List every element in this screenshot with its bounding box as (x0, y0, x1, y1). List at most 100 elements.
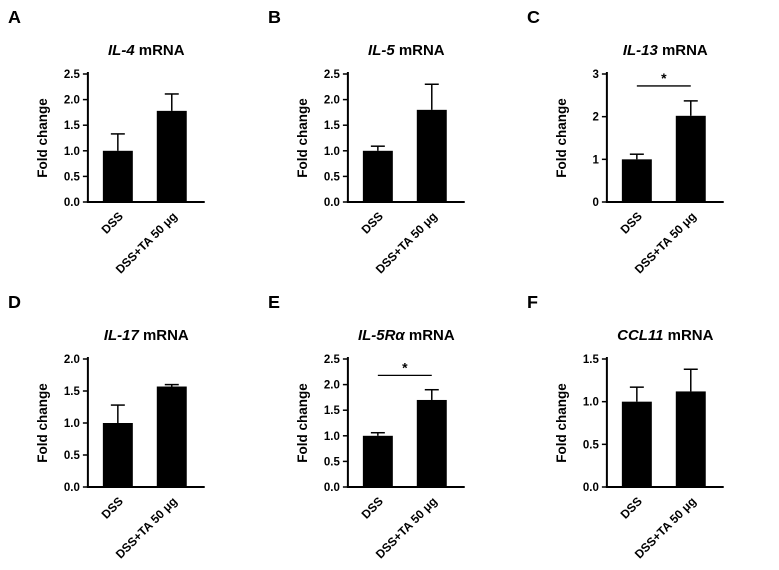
y-tick-label: 1.0 (324, 431, 340, 443)
bar-dss (622, 401, 653, 487)
panel-letter: E (268, 292, 280, 312)
chart-A: A IL-4 mRNA 0.0 0.5 1.0 1.5 2.0 2.5 Fold change D… (8, 7, 205, 276)
significance-star: * (661, 70, 667, 86)
y-tick-label: 0.0 (324, 482, 340, 494)
panel-title: IL-13 mRNA (623, 42, 708, 59)
x-tick-label: DSS (358, 209, 385, 236)
gene-name: CCL11 (618, 327, 664, 344)
y-tick-label: 1.0 (64, 146, 80, 158)
y-tick-label: 1.5 (324, 405, 341, 417)
panel-letter: A (8, 7, 21, 27)
panel-letter: D (8, 292, 21, 312)
y-tick-label: 2.5 (324, 354, 341, 366)
x-tick-label: DSS (618, 209, 645, 236)
bar-dss (622, 159, 653, 202)
panel-E: E IL-5Rα mRNA 0.0 0.5 1.0 1.5 2.0 2.5 Fold chang… (260, 285, 520, 570)
chart-B: B IL-5 mRNA 0.0 0.5 1.0 1.5 2.0 2.5 Fold change D… (268, 7, 465, 276)
bar-dss (102, 150, 133, 202)
error-bar-dss (110, 404, 125, 423)
error-bar-dss (370, 431, 385, 436)
error-bar-dss-ta-50-g (684, 100, 699, 116)
y-tick-label: 0.5 (64, 450, 81, 462)
gene-name: IL-13 (623, 42, 659, 59)
y-tick-label: 0.0 (583, 482, 599, 494)
y-tick-label: 1 (593, 154, 600, 166)
bar-dss-ta-50-g (676, 391, 707, 487)
error-bar-dss-ta-50-g (424, 83, 439, 110)
y-tick-label: 0.5 (324, 456, 341, 468)
title-suffix: mRNA (139, 327, 189, 344)
y-tick-label: 0.0 (64, 197, 80, 209)
y-tick-label: 0.5 (64, 171, 81, 183)
y-tick-label: 0.0 (324, 197, 340, 209)
error-bar-dss (370, 145, 385, 151)
bar-dss (362, 150, 393, 202)
chart-D: D IL-17 mRNA 0.0 0.5 1.0 1.5 2.0 Fold change DSS… (8, 292, 205, 561)
bar-dss-ta-50-g (676, 115, 707, 202)
y-axis-label: Fold change (295, 383, 310, 463)
error-bar-dss (630, 153, 645, 160)
y-tick-label: 2.0 (64, 95, 80, 107)
error-bar-dss-ta-50-g (424, 388, 439, 400)
bar-dss-ta-50-g (156, 110, 187, 202)
gene-name: IL-5 (368, 42, 395, 59)
y-axis-label: Fold change (35, 98, 50, 178)
significance-star: * (402, 359, 408, 375)
y-axis-label: Fold change (554, 383, 569, 463)
title-suffix: mRNA (394, 42, 444, 59)
y-tick-label: 0.5 (324, 171, 341, 183)
gene-name: IL-5Rα (358, 327, 405, 344)
error-bar-dss-ta-50-g (684, 368, 699, 392)
significance-bracket: * (637, 70, 692, 87)
y-tick-label: 1.0 (324, 146, 340, 158)
panel-title: IL-5 mRNA (368, 42, 445, 59)
panel-letter: C (527, 7, 540, 27)
error-bar-dss-ta-50-g (164, 383, 179, 387)
bar-dss (102, 423, 133, 487)
y-tick-label: 1.0 (583, 397, 599, 409)
bar-dss-ta-50-g (416, 109, 447, 202)
y-tick-label: 0.5 (583, 439, 600, 451)
significance-bracket: * (377, 359, 432, 377)
panel-letter: F (527, 292, 538, 312)
panel-title: IL-4 mRNA (108, 42, 185, 59)
y-tick-label: 1.5 (64, 120, 81, 132)
y-axis-label: Fold change (35, 383, 50, 463)
gene-name: IL-4 (108, 42, 135, 59)
panel-title: CCL11 mRNA (618, 327, 714, 344)
title-suffix: mRNA (664, 327, 714, 344)
title-suffix: mRNA (135, 42, 185, 59)
error-bar-dss (630, 386, 645, 402)
panel-D: D IL-17 mRNA 0.0 0.5 1.0 1.5 2.0 Fold change DSS… (0, 285, 260, 570)
x-tick-label: DSS (99, 494, 126, 521)
x-tick-label: DSS (358, 494, 385, 521)
gene-name: IL-17 (104, 327, 140, 344)
panel-title: IL-5Rα mRNA (358, 327, 455, 344)
y-tick-label: 1.5 (324, 120, 341, 132)
title-suffix: mRNA (404, 327, 454, 344)
bar-dss-ta-50-g (416, 399, 447, 487)
bar-dss-ta-50-g (156, 386, 187, 487)
chart-E: E IL-5Rα mRNA 0.0 0.5 1.0 1.5 2.0 2.5 Fold chang… (268, 292, 465, 561)
panel-C: C IL-13 mRNA 0 1 2 3 Fold change DSS DSS+TA 50 μ… (519, 0, 779, 285)
bar-dss (362, 435, 393, 487)
y-tick-label: 2.0 (64, 354, 80, 366)
y-tick-label: 0.0 (64, 482, 80, 494)
panel-B: B IL-5 mRNA 0.0 0.5 1.0 1.5 2.0 2.5 Fold change D… (260, 0, 520, 285)
panel-F: F CCL11 mRNA 0.0 0.5 1.0 1.5 Fold change DSS DSS… (519, 285, 779, 570)
y-tick-label: 3 (593, 69, 599, 81)
error-bar-dss-ta-50-g (164, 93, 179, 111)
error-bar-dss (110, 133, 125, 151)
y-tick-label: 0 (593, 197, 599, 209)
panel-letter: B (268, 7, 281, 27)
x-tick-label: DSS (618, 494, 645, 521)
y-tick-label: 1.5 (64, 386, 81, 398)
panel-A: A IL-4 mRNA 0.0 0.5 1.0 1.5 2.0 2.5 Fold change D… (0, 0, 260, 285)
y-tick-label: 2.0 (324, 380, 340, 392)
panel-title: IL-17 mRNA (104, 327, 189, 344)
title-suffix: mRNA (658, 42, 708, 59)
